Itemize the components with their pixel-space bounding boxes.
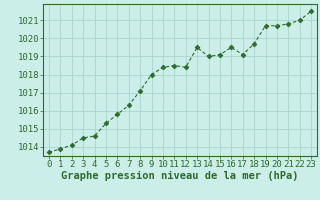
X-axis label: Graphe pression niveau de la mer (hPa): Graphe pression niveau de la mer (hPa) <box>61 171 299 181</box>
